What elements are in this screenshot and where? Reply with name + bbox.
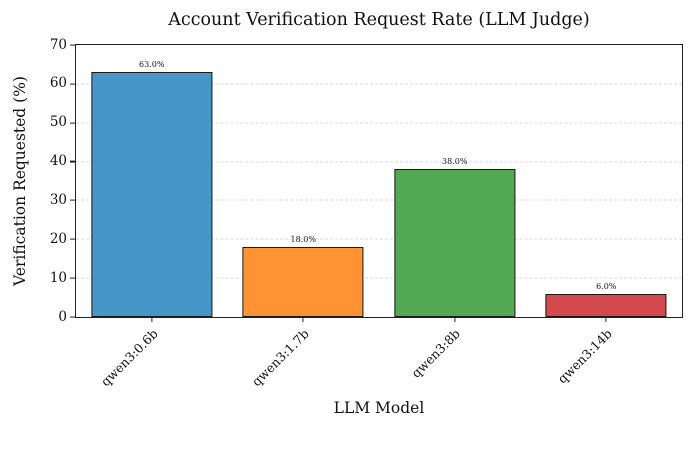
y-tick-mark: [70, 199, 76, 202]
x-tick-label: qwen3:14b: [554, 326, 615, 387]
y-tick-mark: [70, 238, 76, 240]
plot-area: 63.0% 18.0% 38.0% 6.0% 0 10 20 30 40 50 60 70 qwen…: [50, 38, 683, 389]
x-tick-label: qwen3:8b: [408, 326, 464, 381]
y-tick-mark: [70, 44, 76, 46]
x-tick-label: qwen3:1.7b: [248, 326, 312, 390]
y-tick-label: 70: [49, 36, 67, 53]
gridlines-layer: [76, 45, 682, 317]
y-tick-mark: [70, 277, 76, 279]
y-axis-label: Verification Requested (%): [11, 76, 29, 286]
gridline: [76, 238, 682, 240]
bar-value-label: 38.0%: [442, 157, 468, 167]
bar-slot: 18.0%: [228, 45, 380, 317]
bar-value-label: 63.0%: [139, 60, 165, 70]
y-tick-mark: [70, 160, 76, 163]
y-tick-label: 50: [49, 113, 67, 130]
y-tick-label: 30: [49, 191, 67, 208]
y-tick-label: 0: [58, 308, 67, 325]
y-axis-ticks: 0 10 20 30 40 50 60 70: [50, 38, 682, 323]
y-tick-label: 20: [49, 230, 67, 247]
x-axis-ticks: qwen3:0.6b qwen3:1.7b qwen3:8b qwen3:14b: [76, 45, 682, 389]
bar: [394, 169, 516, 317]
bars-layer: 63.0% 18.0% 38.0% 6.0%: [76, 45, 682, 317]
bar: [242, 247, 364, 317]
bar-slot: 63.0%: [76, 45, 228, 317]
x-tick-mark: [454, 317, 456, 322]
y-tick-label: 60: [49, 75, 67, 92]
gridline: [76, 199, 682, 201]
y-tick-mark: [70, 83, 76, 85]
gridline: [76, 122, 682, 124]
y-tick-mark: [70, 316, 76, 318]
bar-value-label: 18.0%: [290, 235, 316, 245]
y-tick-label: 40: [49, 152, 67, 169]
bar: [91, 72, 213, 317]
x-tick-mark: [302, 317, 304, 322]
x-tick-mark: [605, 317, 607, 322]
bar-slot: 6.0%: [531, 45, 683, 317]
y-tick-label: 10: [49, 269, 67, 286]
y-tick-mark: [70, 122, 76, 124]
gridline: [76, 83, 682, 85]
gridline: [76, 277, 682, 279]
x-tick-mark: [151, 317, 153, 322]
bar: [545, 293, 667, 317]
bar-value-label: 6.0%: [596, 281, 617, 291]
bar-slot: 38.0%: [379, 45, 531, 317]
gridline: [76, 161, 682, 163]
x-axis-label: LLM Model: [333, 399, 425, 417]
x-tick-label: qwen3:0.6b: [97, 326, 161, 390]
chart-title: Account Verification Request Rate (LLM J…: [168, 10, 590, 30]
